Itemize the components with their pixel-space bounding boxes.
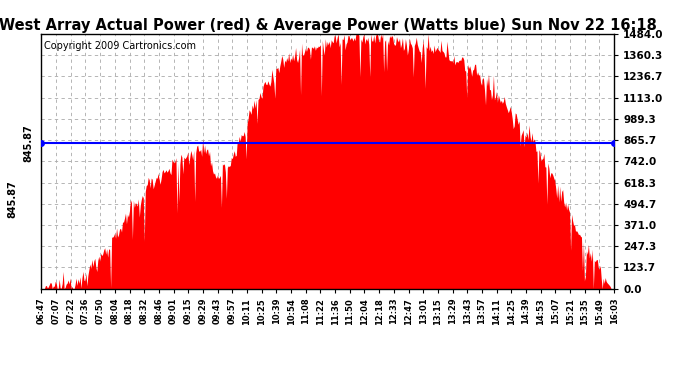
Title: West Array Actual Power (red) & Average Power (Watts blue) Sun Nov 22 16:18: West Array Actual Power (red) & Average … xyxy=(0,18,657,33)
Text: Copyright 2009 Cartronics.com: Copyright 2009 Cartronics.com xyxy=(44,41,196,51)
Text: 845.87: 845.87 xyxy=(23,124,34,162)
Text: 845.87: 845.87 xyxy=(7,180,17,218)
